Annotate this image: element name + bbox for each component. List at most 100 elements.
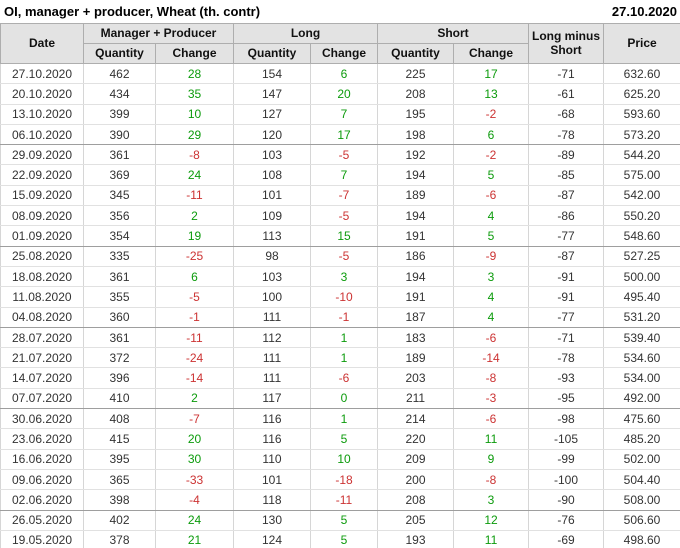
cell-mp-quantity: 399	[83, 104, 156, 125]
cell-long-minus-short: -100	[528, 469, 605, 491]
cell-long-quantity: 110	[233, 449, 311, 470]
table-row: 23.06.2020 415 20 116 5 220 11 -105 485.…	[0, 428, 680, 450]
cell-mp-change: 21	[155, 530, 234, 548]
cell-mp-change: -1	[155, 307, 234, 328]
cell-long-change: -6	[309, 367, 379, 389]
cell-short-change: 3	[453, 489, 530, 511]
subheader-mp-quantity: Quantity	[83, 43, 156, 64]
cell-price: 506.60	[603, 510, 680, 531]
cell-price: 632.60	[603, 63, 680, 85]
cell-date: 13.10.2020	[0, 104, 84, 125]
cell-mp-quantity: 372	[83, 347, 156, 369]
cell-long-quantity: 111	[233, 307, 311, 328]
table-row: 06.10.2020 390 29 120 17 198 6 -78 573.2…	[0, 124, 680, 146]
cell-short-quantity: 187	[377, 307, 455, 328]
table-row: 15.09.2020 345 -11 101 -7 189 -6 -87 542…	[0, 185, 680, 207]
cell-long-minus-short: -68	[528, 104, 605, 125]
cell-mp-quantity: 462	[83, 63, 156, 85]
cell-date: 21.07.2020	[0, 347, 84, 369]
column-header-long-minus-short: Long minus Short	[528, 23, 605, 64]
subheader-long-quantity: Quantity	[233, 43, 311, 64]
cell-mp-change: -8	[155, 144, 234, 166]
cell-mp-quantity: 396	[83, 367, 156, 389]
cell-long-minus-short: -95	[528, 388, 605, 410]
table-row: 14.07.2020 396 -14 111 -6 203 -8 -93 534…	[0, 367, 680, 389]
cell-price: 550.20	[603, 205, 680, 227]
cell-short-quantity: 189	[377, 347, 455, 369]
cell-mp-quantity: 355	[83, 286, 156, 308]
cell-long-quantity: 98	[233, 246, 311, 267]
table-row: 07.07.2020 410 2 117 0 211 -3 -95 492.00	[0, 388, 680, 410]
cell-long-quantity: 130	[233, 510, 311, 531]
cell-long-change: 7	[309, 104, 379, 125]
cell-price: 575.00	[603, 164, 680, 186]
table-row: 19.05.2020 378 21 124 5 193 11 -69 498.6…	[0, 530, 680, 548]
cell-long-minus-short: -77	[528, 225, 605, 247]
cell-mp-quantity: 402	[83, 510, 156, 531]
cell-date: 02.06.2020	[0, 489, 84, 511]
cell-short-quantity: 200	[377, 469, 455, 491]
cell-mp-change: 24	[155, 510, 234, 531]
cell-long-minus-short: -98	[528, 408, 605, 430]
cell-mp-change: 19	[155, 225, 234, 247]
table-row: 09.06.2020 365 -33 101 -18 200 -8 -100 5…	[0, 469, 680, 491]
subheader-mp-change: Change	[155, 43, 234, 64]
cell-mp-change: 2	[155, 205, 234, 227]
cell-price: 548.60	[603, 225, 680, 247]
cell-price: 534.60	[603, 347, 680, 369]
cell-mp-quantity: 365	[83, 469, 156, 491]
cell-long-change: -5	[309, 246, 379, 267]
page-title: OI, manager + producer, Wheat (th. contr…	[4, 4, 261, 19]
cell-date: 09.06.2020	[0, 469, 84, 491]
cell-mp-quantity: 354	[83, 225, 156, 247]
cell-mp-change: 24	[155, 164, 234, 186]
cell-date: 01.09.2020	[0, 225, 84, 247]
cell-date: 16.06.2020	[0, 449, 84, 470]
cell-long-change: 1	[309, 347, 379, 369]
cell-short-change: 5	[453, 225, 530, 247]
cell-mp-quantity: 410	[83, 388, 156, 410]
cell-date: 14.07.2020	[0, 367, 84, 389]
cell-long-minus-short: -91	[528, 266, 605, 288]
cell-mp-quantity: 361	[83, 266, 156, 288]
table-row: 28.07.2020 361 -11 112 1 183 -6 -71 539.…	[0, 327, 680, 349]
cell-long-quantity: 120	[233, 124, 311, 146]
cell-long-quantity: 101	[233, 469, 311, 491]
table-row: 08.09.2020 356 2 109 -5 194 4 -86 550.20	[0, 205, 680, 227]
cell-mp-quantity: 369	[83, 164, 156, 186]
subheader-short-quantity: Quantity	[377, 43, 455, 64]
cell-long-change: 6	[309, 63, 379, 85]
cell-date: 27.10.2020	[0, 63, 84, 85]
cell-short-change: 4	[453, 205, 530, 227]
cell-mp-change: -7	[155, 408, 234, 430]
cell-short-change: -8	[453, 469, 530, 491]
cell-long-quantity: 108	[233, 164, 311, 186]
cell-short-quantity: 186	[377, 246, 455, 267]
table-row: 29.09.2020 361 -8 103 -5 192 -2 -89 544.…	[0, 144, 680, 166]
table-row: 21.07.2020 372 -24 111 1 189 -14 -78 534…	[0, 347, 680, 369]
cell-long-minus-short: -69	[528, 530, 605, 548]
cell-long-change: 1	[309, 327, 379, 349]
cell-short-quantity: 193	[377, 530, 455, 548]
cell-date: 26.05.2020	[0, 510, 84, 531]
column-header-date: Date	[0, 23, 84, 64]
cell-date: 28.07.2020	[0, 327, 84, 349]
cell-long-quantity: 117	[233, 388, 311, 410]
cell-short-change: 4	[453, 307, 530, 328]
cell-mp-change: -25	[155, 246, 234, 267]
subheader-long-change: Change	[309, 43, 379, 64]
cell-price: 539.40	[603, 327, 680, 349]
cell-mp-change: -5	[155, 286, 234, 308]
cell-long-quantity: 127	[233, 104, 311, 125]
cell-long-change: -5	[309, 144, 379, 166]
table-row: 01.09.2020 354 19 113 15 191 5 -77 548.6…	[0, 225, 680, 247]
cell-mp-quantity: 356	[83, 205, 156, 227]
cell-short-change: -9	[453, 246, 530, 267]
cell-long-minus-short: -87	[528, 246, 605, 267]
cell-date: 18.08.2020	[0, 266, 84, 288]
cell-long-quantity: 109	[233, 205, 311, 227]
cell-long-change: 10	[309, 449, 379, 470]
cell-long-minus-short: -76	[528, 510, 605, 531]
cell-date: 23.06.2020	[0, 428, 84, 450]
cell-short-quantity: 205	[377, 510, 455, 531]
